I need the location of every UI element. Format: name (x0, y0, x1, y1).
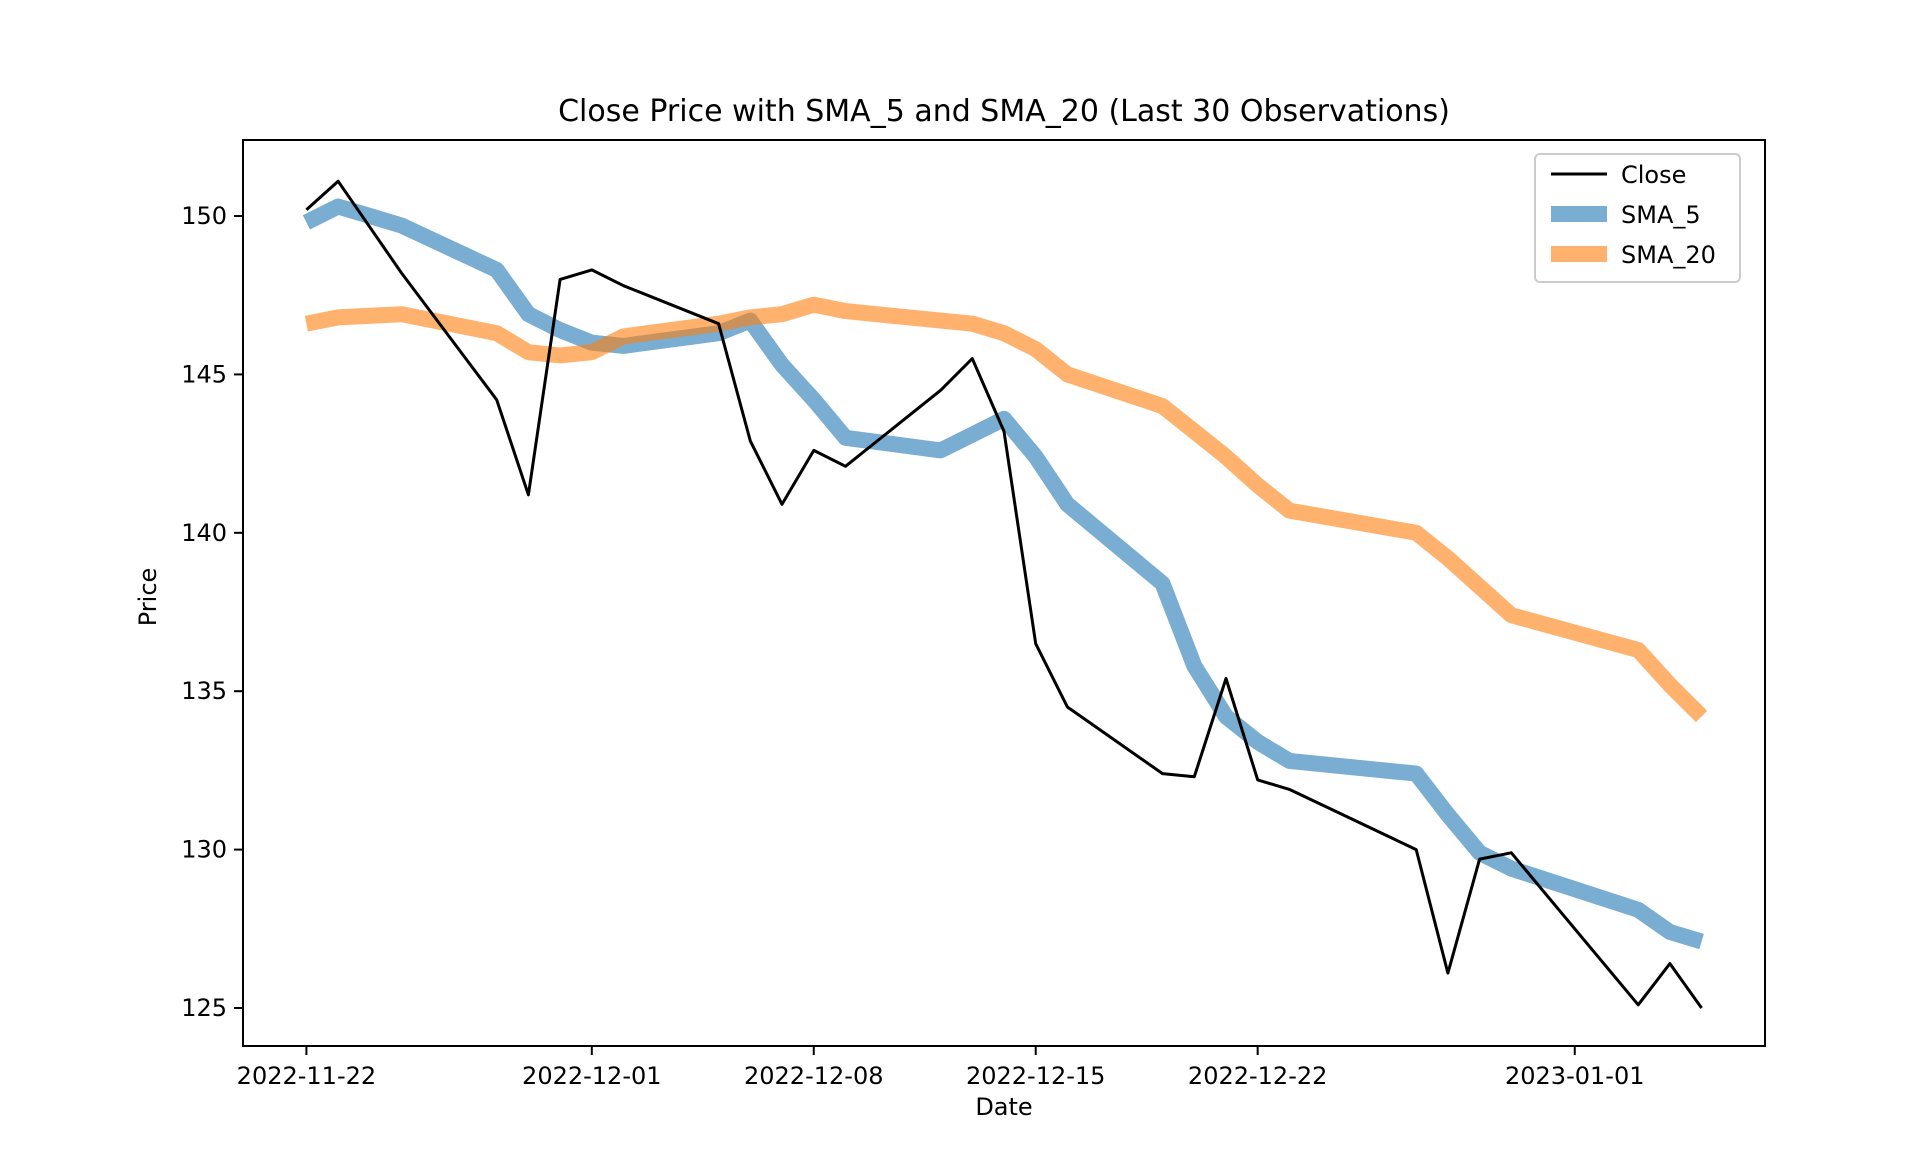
series-layer (302, 179, 1708, 1009)
axes-layer: 125 130 135 140 145 150 2022-11-22 2022-12-01 20… (181, 139, 1766, 1090)
y-tick-label: 130 (181, 836, 227, 864)
series-line-close (305, 179, 1703, 1009)
x-tick-label: 2022-12-15 (966, 1062, 1105, 1090)
plot-frame (242, 139, 1766, 1047)
x-tick-label: 2022-12-08 (744, 1062, 883, 1090)
series-line-sma-20 (304, 296, 1708, 723)
y-tick-label: 145 (181, 360, 227, 388)
x-tick-label: 2022-11-22 (237, 1062, 376, 1090)
legend-label-sma-20: SMA_20 (1621, 241, 1716, 269)
x-tick-label: 2023-01-01 (1505, 1062, 1644, 1090)
legend: Close SMA_5 SMA_20 (1534, 153, 1741, 283)
x-axis-label: Date (975, 1093, 1032, 1121)
legend-label-close: Close (1621, 161, 1686, 189)
y-tick-label: 140 (181, 519, 227, 547)
series-line-sma-5 (302, 198, 1704, 950)
y-tick-label: 135 (181, 677, 227, 705)
y-tick-label: 125 (181, 994, 227, 1022)
x-tick-label: 2022-12-01 (522, 1062, 661, 1090)
y-axis-label: Price (134, 568, 162, 627)
chart-title: Close Price with SMA_5 and SMA_20 (Last … (558, 94, 1450, 129)
legend-label-sma-5: SMA_5 (1621, 201, 1701, 229)
y-tick-label: 150 (181, 202, 227, 230)
x-tick-label: 2022-12-22 (1188, 1062, 1327, 1090)
